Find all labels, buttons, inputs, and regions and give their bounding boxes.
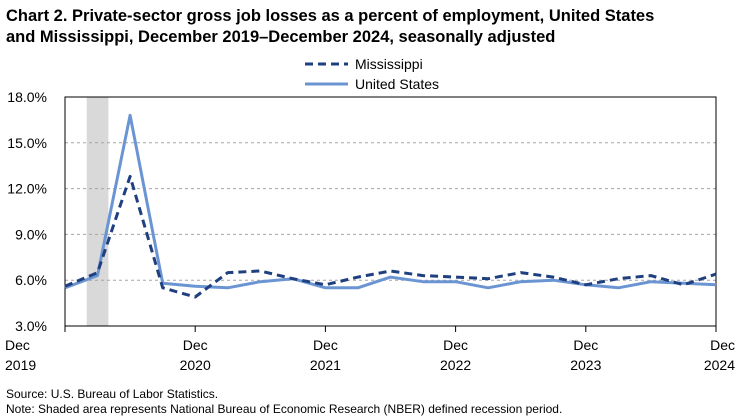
x-tick-label-year: 2020 xyxy=(180,357,211,373)
recession-shading xyxy=(86,97,109,326)
chart-title-line-1: Chart 2. Private-sector gross job losses… xyxy=(6,7,655,25)
x-tick-label-year: 2019 xyxy=(5,357,36,373)
chart-title: Chart 2. Private-sector gross job losses… xyxy=(6,6,746,48)
source-note: Source: U.S. Bureau of Labor Statistics. xyxy=(6,387,219,401)
x-tick-label-year: 2024 xyxy=(704,357,735,373)
y-tick-label: 6.0% xyxy=(15,272,47,288)
y-tick-label: 18.0% xyxy=(7,89,47,105)
y-tick-label: 12.0% xyxy=(7,181,47,197)
x-tick-label-year: 2023 xyxy=(570,357,601,373)
y-tick-label: 3.0% xyxy=(15,318,47,334)
series-line-mississippi xyxy=(64,174,717,299)
x-tick-label-month: Dec xyxy=(710,337,735,353)
x-tick-label-month: Dec xyxy=(443,337,468,353)
x-tick-label-year: 2021 xyxy=(310,357,341,373)
x-tick-label-year: 2022 xyxy=(440,357,471,373)
x-tick-label-month: Dec xyxy=(183,337,208,353)
legend-label: Mississippi xyxy=(355,56,423,72)
x-tick-label-month: Dec xyxy=(573,337,598,353)
y-tick-label: 9.0% xyxy=(15,226,47,242)
footnote: Note: Shaded area represents National Bu… xyxy=(6,402,563,416)
chart-title-line-2: and Mississippi, December 2019–December … xyxy=(6,28,556,46)
x-tick-label-month: Dec xyxy=(5,337,30,353)
x-tick-label-month: Dec xyxy=(313,337,338,353)
series-line-united-states xyxy=(64,113,717,290)
plot-area-border xyxy=(64,96,717,327)
y-tick-label: 15.0% xyxy=(7,135,47,151)
legend-label: United States xyxy=(355,76,439,92)
